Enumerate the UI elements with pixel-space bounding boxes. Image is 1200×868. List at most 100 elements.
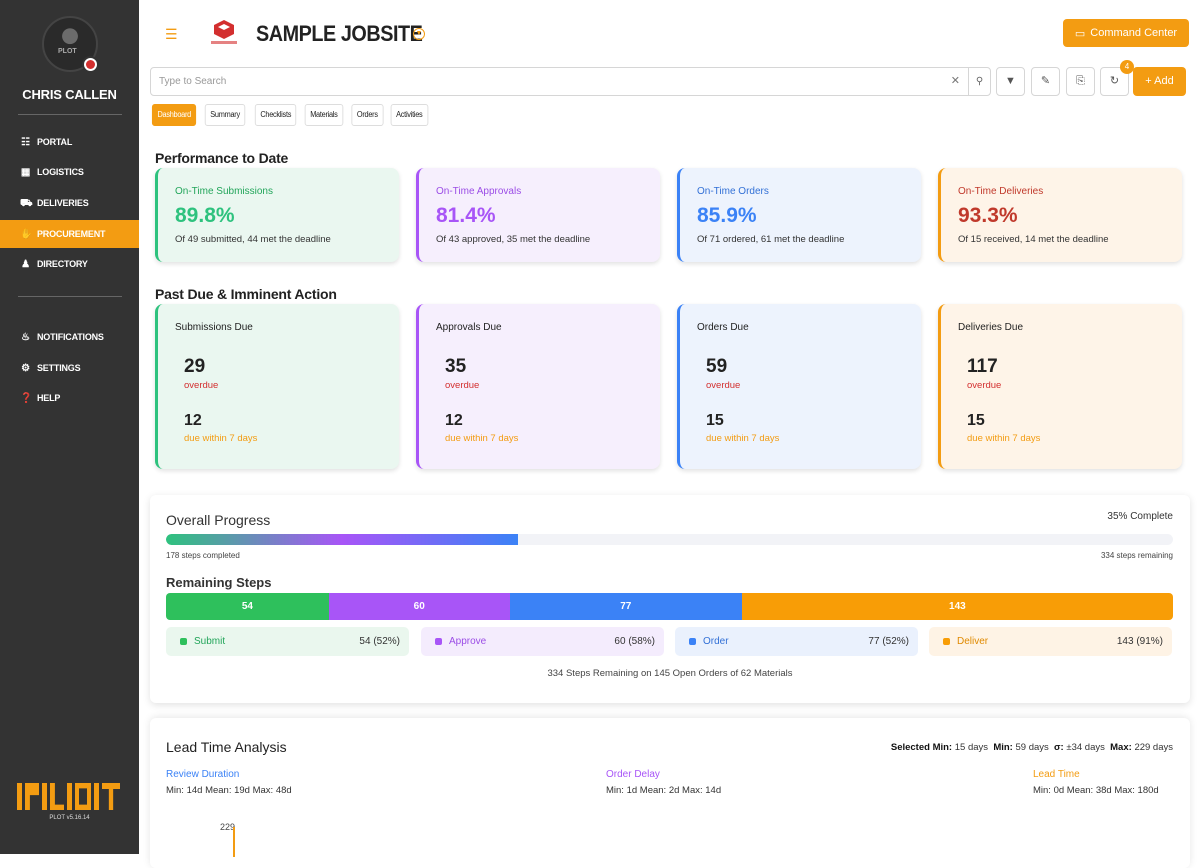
performance-title: Performance to Date <box>155 150 289 166</box>
card-percent: 81.4% <box>436 204 496 227</box>
gear-icon: ⚙ <box>21 362 30 374</box>
legend-submit[interactable]: Submit 54 (52%) <box>166 627 409 656</box>
sidebar-item-directory[interactable]: ♟ DIRECTORY <box>0 250 146 278</box>
bell-icon: ♨ <box>21 331 30 343</box>
sidebar-item-settings[interactable]: ⚙ SETTINGS <box>0 354 146 382</box>
card-percent: 85.9% <box>697 204 757 227</box>
overdue-count: 59 <box>706 356 728 377</box>
remaining-segment-approve[interactable]: 60 <box>328 593 510 620</box>
filter-button[interactable]: ▼ <box>996 67 1025 96</box>
search-input[interactable]: Type to Search ✕ ⚲ <box>150 67 991 96</box>
sitemap-icon: ☷ <box>21 136 30 148</box>
legend-value: 60 (58%) <box>614 636 655 647</box>
overdue-label: overdue <box>184 380 219 391</box>
sidebar-item-label: DELIVERIES <box>37 198 89 208</box>
sidebar-divider <box>18 114 122 115</box>
card-label: Orders Due <box>697 322 749 333</box>
overdue-label: overdue <box>445 380 480 391</box>
legend-order[interactable]: Order 77 (52%) <box>675 627 918 656</box>
refresh-button[interactable]: ↻ <box>1100 67 1129 96</box>
hamburger-menu-icon[interactable]: ☰ <box>165 26 178 42</box>
users-icon: ♟ <box>21 258 30 270</box>
avatar-company-badge <box>82 56 99 73</box>
file-export-icon: ⎘ <box>1076 75 1085 87</box>
past-due-card[interactable]: Approvals Due 35 overdue 12 due within 7… <box>416 304 660 469</box>
app-version: PLOT v5.16.14 <box>49 815 90 821</box>
review-duration-metric[interactable]: Review Duration Min: 14d Mean: 19d Max: … <box>166 769 292 796</box>
avatar[interactable]: PLOT <box>42 16 98 72</box>
legend-name: Approve <box>449 636 487 647</box>
legend-name: Deliver <box>957 636 989 647</box>
user-name: CHRIS CALLEN <box>22 87 117 102</box>
chevron-down-icon[interactable]: ▼ <box>413 28 425 40</box>
remaining-segment-submit[interactable]: 54 <box>166 593 329 620</box>
command-center-button[interactable]: ▭ Command Center <box>1063 19 1189 47</box>
plus-icon: + <box>1145 75 1155 87</box>
due-soon-count: 12 <box>445 412 463 429</box>
close-icon[interactable]: ✕ <box>950 75 960 87</box>
lead-time-metric[interactable]: Lead Time Min: 0d Mean: 38d Max: 180d <box>1033 769 1159 796</box>
handshake-icon: ✋ <box>20 228 33 240</box>
plot-logo <box>17 783 123 810</box>
card-percent: 89.8% <box>175 204 235 227</box>
tab-materials[interactable]: Materials <box>304 104 344 126</box>
sidebar-divider <box>18 296 122 297</box>
export-button[interactable]: ⎘ <box>1066 67 1095 96</box>
performance-card[interactable]: On-Time Approvals 81.4% Of 43 approved, … <box>416 168 660 262</box>
add-button[interactable]: + Add <box>1133 67 1186 96</box>
tab-dashboard[interactable]: Dashboard <box>151 104 197 126</box>
overdue-label: overdue <box>706 380 741 391</box>
remaining-segment-order[interactable]: 77 <box>509 593 742 620</box>
overdue-count: 29 <box>184 356 206 377</box>
sidebar-item-label: PORTAL <box>37 137 73 147</box>
sidebar-item-portal[interactable]: ☷ PORTAL <box>0 128 146 156</box>
sidebar-item-logistics[interactable]: ▦ LOGISTICS <box>0 158 146 186</box>
card-subtext: Of 43 approved, 35 met the deadline <box>436 234 591 245</box>
sidebar-item-help[interactable]: ❓ HELP <box>0 384 146 412</box>
performance-card[interactable]: On-Time Deliveries 93.3% Of 15 received,… <box>938 168 1182 262</box>
chart-axis-tick: 229 <box>220 822 236 832</box>
map-icon: ▦ <box>20 166 31 178</box>
avatar-shirt-text: PLOT <box>58 48 77 55</box>
legend-approve[interactable]: Approve 60 (58%) <box>421 627 664 656</box>
tab-summary[interactable]: Summary <box>205 104 246 126</box>
card-label: Deliveries Due <box>958 322 1024 333</box>
steps-completed: 178 steps completed <box>166 551 240 560</box>
due-soon-label: due within 7 days <box>445 433 519 444</box>
sidebar-item-deliveries[interactable]: ⛟ DELIVERIES <box>0 189 146 217</box>
past-due-card[interactable]: Deliveries Due 117 overdue 15 due within… <box>938 304 1182 469</box>
search-icon[interactable]: ⚲ <box>968 68 990 95</box>
monitor-icon: ▭ <box>1074 27 1086 40</box>
refresh-icon: ↻ <box>1109 75 1120 87</box>
tab-orders[interactable]: Orders <box>351 104 384 126</box>
sidebar-item-notifications[interactable]: ♨ NOTIFICATIONS <box>0 323 146 351</box>
remaining-summary: 334 Steps Remaining on 145 Open Orders o… <box>547 668 793 679</box>
legend-deliver[interactable]: Deliver 143 (91%) <box>929 627 1172 656</box>
sidebar-item-label: SETTINGS <box>37 363 81 373</box>
tab-activities[interactable]: Activities <box>391 104 429 126</box>
card-subtext: Of 71 ordered, 61 met the deadline <box>697 234 845 245</box>
tab-checklists[interactable]: Checklists <box>254 104 297 126</box>
sidebar-item-procurement[interactable]: ✋ PROCUREMENT <box>0 220 146 248</box>
overdue-count: 117 <box>967 356 998 377</box>
company-logo <box>209 18 239 48</box>
refresh-count-badge: 4 <box>1120 60 1134 74</box>
remaining-segment-deliver[interactable]: 143 <box>741 593 1173 620</box>
search-placeholder: Type to Search <box>159 76 227 87</box>
sidebar-item-label: LOGISTICS <box>37 167 84 177</box>
due-soon-label: due within 7 days <box>706 433 780 444</box>
card-label: On-Time Deliveries <box>958 186 1044 197</box>
performance-card[interactable]: On-Time Orders 85.9% Of 71 ordered, 61 m… <box>677 168 921 262</box>
legend-name: Order <box>703 636 729 647</box>
card-subtext: Of 49 submitted, 44 met the deadline <box>175 234 331 245</box>
performance-card[interactable]: On-Time Submissions 89.8% Of 49 submitte… <box>155 168 399 262</box>
past-due-card[interactable]: Submissions Due 29 overdue 12 due within… <box>155 304 399 469</box>
order-delay-metric[interactable]: Order Delay Min: 1d Mean: 2d Max: 14d <box>606 769 722 796</box>
edit-button[interactable]: ✎ <box>1031 67 1060 96</box>
tab-bar: Dashboard Summary Checklists Materials O… <box>150 104 430 126</box>
legend-swatch <box>180 638 187 645</box>
past-due-card[interactable]: Orders Due 59 overdue 15 due within 7 da… <box>677 304 921 469</box>
due-soon-count: 15 <box>706 412 724 429</box>
main-content: ☰ SAMPLE JOBSITE ▼ ▭ Command Center Type… <box>139 0 1200 868</box>
truck-icon: ⛟ <box>20 197 33 209</box>
